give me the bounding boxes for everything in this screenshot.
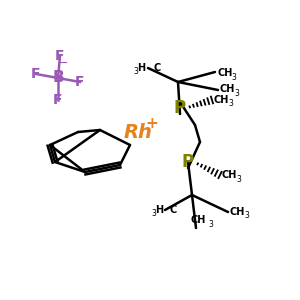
Text: 3: 3	[231, 73, 236, 82]
Text: P: P	[174, 99, 186, 117]
Text: 3: 3	[208, 220, 213, 229]
Text: CH: CH	[217, 68, 233, 78]
Text: CH: CH	[222, 170, 237, 180]
Text: F: F	[31, 67, 41, 81]
Text: H: H	[137, 63, 145, 73]
Text: 3: 3	[228, 100, 233, 109]
Text: CH: CH	[230, 207, 245, 217]
Text: Rh: Rh	[124, 122, 152, 142]
Text: 3: 3	[133, 68, 138, 76]
Text: H: H	[155, 205, 163, 215]
Text: 3: 3	[236, 175, 241, 184]
Text: C: C	[153, 63, 160, 73]
Text: −: −	[58, 57, 68, 70]
Text: F: F	[55, 49, 65, 63]
Text: F: F	[75, 75, 85, 89]
Text: B: B	[52, 70, 64, 86]
Text: CH: CH	[214, 95, 230, 105]
Text: CH: CH	[220, 84, 236, 94]
Text: CH: CH	[190, 215, 206, 225]
Text: 3: 3	[244, 212, 249, 220]
Text: C: C	[169, 205, 176, 215]
Text: 3: 3	[234, 88, 239, 98]
Text: P: P	[182, 153, 194, 171]
Text: 3: 3	[151, 209, 156, 218]
Text: +: +	[146, 116, 158, 131]
Text: F: F	[53, 93, 63, 107]
